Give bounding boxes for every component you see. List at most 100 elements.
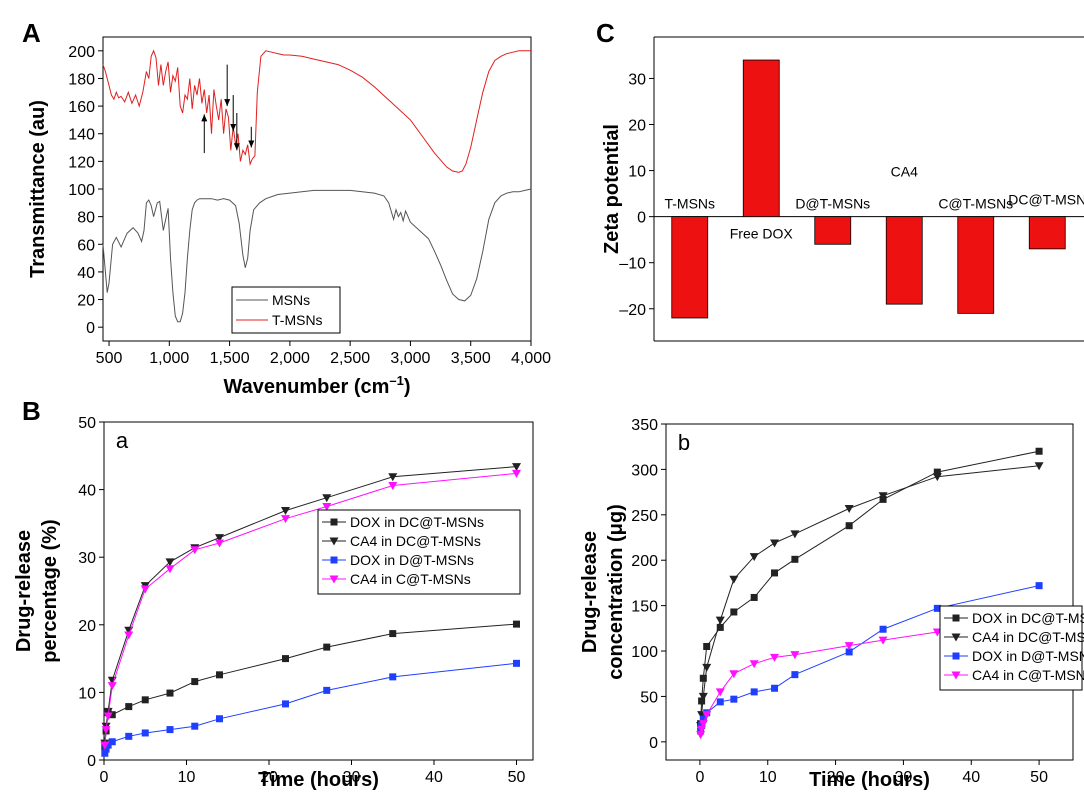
legend-swatch-marker <box>329 537 339 546</box>
data-point <box>845 648 853 656</box>
y-tick-label: 300 <box>631 462 658 479</box>
data-point <box>282 700 289 708</box>
x-tick-label: 3,000 <box>390 350 430 367</box>
data-point <box>698 697 706 705</box>
data-point <box>323 686 331 694</box>
series-line-t-msns <box>102 49 531 173</box>
y-tick-label: 50 <box>78 415 96 432</box>
bar-label: C@T-MSNs <box>938 196 1013 212</box>
x-tick-label: 30 <box>895 769 913 786</box>
data-point <box>729 670 739 679</box>
legend-box <box>317 509 521 595</box>
x-axis-label: Time (hours) <box>809 769 930 791</box>
data-point <box>715 688 725 697</box>
data-point <box>216 715 223 723</box>
y-tick-label: 20 <box>78 618 96 635</box>
y-tick-label: –20 <box>619 302 646 319</box>
panel-label-c: C <box>596 18 615 48</box>
data-point <box>702 711 712 720</box>
data-point <box>166 689 174 697</box>
y-tick-label: 120 <box>68 154 95 171</box>
y-tick-label: 30 <box>78 550 96 567</box>
y-tick-label: 20 <box>628 118 646 135</box>
data-point <box>770 653 780 662</box>
annotation-arrow-head <box>224 99 231 107</box>
x-tick-label: 20 <box>260 769 278 786</box>
series-line <box>104 466 517 744</box>
x-tick-label: 20 <box>827 769 845 786</box>
legend-swatch-marker <box>952 652 960 660</box>
annotation-arrow-head <box>201 114 208 122</box>
x-tick-label: 4,000 <box>511 350 551 367</box>
x-tick-label: 1,000 <box>149 350 189 367</box>
data-point <box>125 703 133 711</box>
data-point <box>125 732 133 740</box>
y-axis-label-line2: percentage (%) <box>39 519 61 662</box>
legend-swatch-marker <box>952 614 960 622</box>
legend-label: CA4 in C@T-MSNs <box>972 667 1084 683</box>
data-point <box>103 712 113 721</box>
data-point <box>770 539 780 548</box>
y-tick-label: 250 <box>631 508 658 525</box>
bar <box>885 216 923 305</box>
y-axis-label-line1: Drug-release <box>13 530 35 652</box>
x-axis-label: Wavenumber (cm–1) <box>223 373 410 398</box>
legend-label: DOX in DC@T-MSNs <box>350 514 484 530</box>
y-tick-label: –10 <box>619 256 646 273</box>
data-point <box>702 663 712 672</box>
data-point <box>141 729 149 737</box>
data-point <box>191 678 199 686</box>
x-tick-label: 10 <box>178 769 196 786</box>
data-point <box>108 711 116 719</box>
x-axis-label: Time (hours) <box>258 769 379 791</box>
data-point <box>216 671 223 679</box>
data-point <box>750 688 758 696</box>
series-line-msns <box>102 188 532 323</box>
x-tick-label: 2,500 <box>330 350 370 367</box>
y-axis-label-line1: Drug-release <box>579 531 601 653</box>
ir-spectrum-chart: 500 1,000 1,500 2,000 2,500 3,000 3,500 4,000 0 2… <box>27 36 551 398</box>
x-tick-label: 0 <box>100 769 109 786</box>
y-tick-label: 30 <box>628 71 646 88</box>
data-point <box>281 515 290 524</box>
y-tick-label: 0 <box>649 735 658 752</box>
y-axis-label: Transmittance (au) <box>27 100 49 278</box>
data-point <box>388 482 398 491</box>
legend-label: DOX in DC@T-MSNs <box>972 610 1084 626</box>
y-tick-label: 10 <box>628 164 646 181</box>
data-point <box>730 608 738 616</box>
data-point <box>696 731 706 740</box>
annotation-arrow-head <box>233 143 240 151</box>
legend-swatch-marker <box>951 633 961 642</box>
bar <box>742 59 780 218</box>
y-tick-label: 160 <box>68 99 95 116</box>
series-line <box>104 662 517 754</box>
panel-label-a: A <box>22 18 41 48</box>
data-point <box>749 553 759 562</box>
bar <box>957 216 995 314</box>
data-point <box>715 616 725 625</box>
x-axis-label-end: ) <box>404 376 411 398</box>
data-point <box>750 593 758 601</box>
data-point <box>771 684 779 692</box>
y-tick-label: 80 <box>77 210 95 227</box>
x-tick-label: 500 <box>96 350 123 367</box>
data-point <box>389 673 397 681</box>
y-tick-label: 200 <box>68 44 95 61</box>
legend-label: DOX in D@T-MSNs <box>972 648 1084 664</box>
y-tick-label: 150 <box>631 599 658 616</box>
y-tick-label: 0 <box>637 210 646 227</box>
legend-box <box>231 286 341 334</box>
data-point <box>879 625 887 633</box>
bar <box>1028 216 1066 250</box>
data-point <box>933 604 941 612</box>
panel-label-b: B <box>22 396 41 426</box>
data-point <box>791 671 799 679</box>
data-point <box>322 503 332 511</box>
x-tick-label: 10 <box>759 769 777 786</box>
bar-label: CA4 <box>891 164 918 180</box>
data-point <box>697 725 707 734</box>
y-axis-label: Zeta potential <box>601 124 623 254</box>
y-tick-label: 200 <box>631 553 658 570</box>
data-point <box>140 585 150 594</box>
